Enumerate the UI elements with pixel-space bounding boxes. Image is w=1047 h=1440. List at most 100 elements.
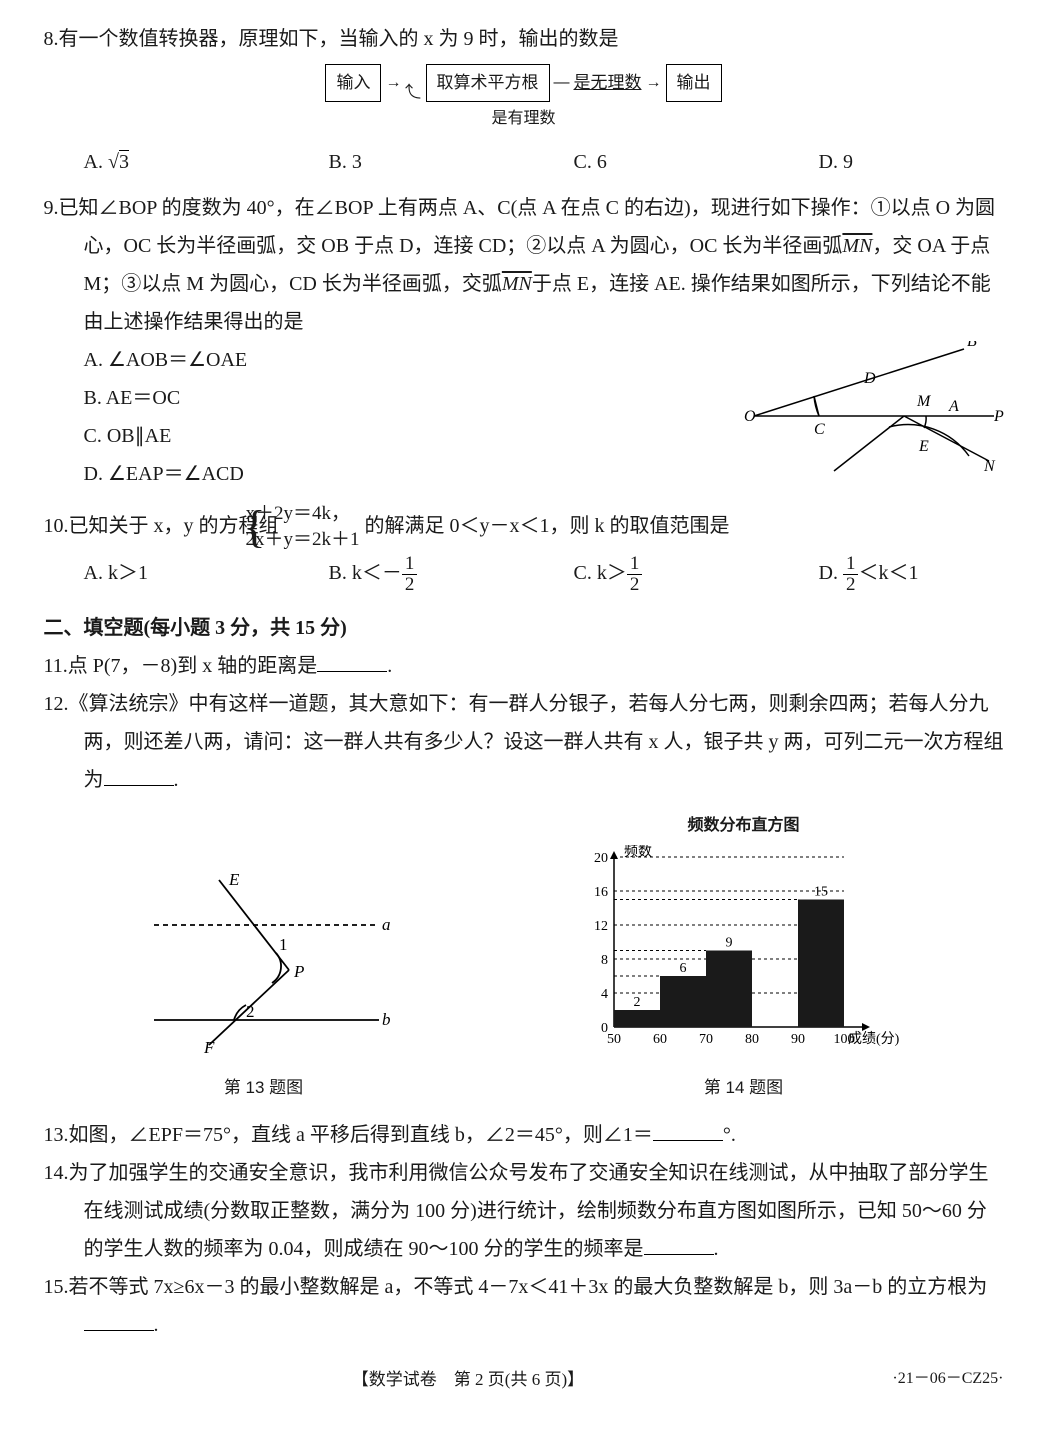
q8-opt-b: B. 3 — [329, 143, 514, 181]
svg-text:C: C — [814, 421, 825, 438]
blank-field[interactable] — [104, 765, 174, 786]
q11-num: 11. — [44, 655, 68, 677]
q15-num: 15. — [44, 1276, 69, 1298]
svg-text:a: a — [382, 915, 391, 934]
q9-stem: 9.已知∠BOP 的度数为 40°，在∠BOP 上有两点 A、C(点 A 在点 … — [84, 189, 1004, 341]
arc-mn: MN — [842, 235, 872, 257]
q8-opt-c: C. 6 — [574, 143, 759, 181]
svg-text:P: P — [993, 408, 1004, 425]
q10-eq1: x＋2y＝4k， — [286, 501, 360, 528]
q10-opt-a: A. k＞1 — [84, 554, 269, 595]
question-9: 9.已知∠BOP 的度数为 40°，在∠BOP 上有两点 A、C(点 A 在点 … — [44, 189, 1004, 493]
q10-stem: 10.已知关于 x，y 的方程组 { x＋2y＝4k， 2x＋y＝2k＋1 的解… — [84, 501, 1004, 554]
svg-text:20: 20 — [594, 851, 608, 866]
question-13: 13.如图，∠EPF＝75°，直线 a 平移后得到直线 b，∠2＝45°，则∠1… — [84, 1116, 1004, 1154]
q10-opt-d: D. 12＜k＜1 — [819, 554, 1004, 595]
svg-text:1: 1 — [279, 935, 288, 954]
svg-text:6: 6 — [679, 961, 686, 976]
arrow-icon: — — [554, 68, 570, 98]
question-11: 11.点 P(7，－8)到 x 轴的距离是. — [84, 647, 1004, 685]
q10-eq2: 2x＋y＝2k＋1 — [286, 527, 360, 554]
svg-text:D: D — [863, 370, 876, 387]
arrow-icon: → — [646, 68, 662, 98]
arc-mn: MN — [502, 273, 532, 295]
q9-figure: O B D C M A P E N — [744, 341, 1004, 481]
page-footer: 【数学试卷 第 2 页(共 6 页)】 ·21－06－CZ25· — [44, 1364, 1004, 1396]
svg-text:15: 15 — [814, 885, 828, 900]
flow-input-box: 输入 — [325, 64, 381, 102]
svg-text:70: 70 — [699, 1032, 713, 1047]
question-14: 14.为了加强学生的交通安全意识，我市利用微信公众号发布了交通安全知识在线测试，… — [84, 1154, 1004, 1268]
svg-text:P: P — [293, 962, 304, 981]
blank-field[interactable] — [317, 651, 387, 672]
q12-text: 《算法统宗》中有这样一道题，其大意如下：有一群人分银子，若每人分七两，则剩余四两… — [69, 693, 1004, 791]
svg-text:E: E — [918, 438, 929, 455]
q13-num: 13. — [44, 1124, 69, 1146]
q14-chart-block: 频数分布直方图 048121620269155060708090100频数成绩(… — [574, 811, 914, 1105]
arrow-back-icon: ⤴ — [405, 78, 421, 108]
question-10: 10.已知关于 x，y 的方程组 { x＋2y＝4k， 2x＋y＝2k＋1 的解… — [44, 501, 1004, 595]
question-12: 12.《算法统宗》中有这样一道题，其大意如下：有一群人分银子，若每人分七两，则剩… — [84, 685, 1004, 799]
q9-num: 9. — [44, 197, 59, 219]
footer-main: 【数学试卷 第 2 页(共 6 页)】 — [352, 1370, 584, 1389]
svg-text:2: 2 — [246, 1002, 255, 1021]
q8-stem: 8.有一个数值转换器，原理如下，当输入的 x 为 9 时，输出的数是 — [84, 20, 1004, 58]
q10-opt-b: B. k＜－12 — [329, 554, 514, 595]
svg-text:E: E — [228, 870, 240, 889]
svg-text:8: 8 — [601, 953, 608, 968]
q12-num: 12. — [44, 693, 69, 715]
svg-text:成绩(分): 成绩(分) — [848, 1031, 900, 1047]
svg-text:N: N — [983, 458, 996, 475]
q14-caption: 第 14 题图 — [574, 1072, 914, 1104]
svg-text:9: 9 — [725, 936, 732, 951]
blank-field[interactable] — [644, 1234, 714, 1255]
svg-text:A: A — [948, 398, 959, 415]
svg-text:4: 4 — [601, 987, 608, 1002]
q14-histogram: 048121620269155060708090100频数成绩(分) — [574, 845, 914, 1055]
q11-text: 点 P(7，－8)到 x 轴的距离是 — [68, 655, 317, 677]
q10-opt-c: C. k＞12 — [574, 554, 759, 595]
svg-text:b: b — [382, 1010, 391, 1029]
svg-text:50: 50 — [607, 1032, 621, 1047]
blank-field[interactable] — [653, 1120, 723, 1141]
svg-text:60: 60 — [653, 1032, 667, 1047]
flow-cond1: 是无理数 — [574, 67, 642, 99]
svg-text:12: 12 — [594, 919, 608, 934]
q13-figure: E P F a b 1 2 — [134, 865, 394, 1055]
q10-options: A. k＞1 B. k＜－12 C. k＞12 D. 12＜k＜1 — [84, 554, 1004, 595]
q8-options: A. √3 B. 3 C. 6 D. 9 — [84, 143, 1004, 181]
footer-code: ·21－06－CZ25· — [892, 1364, 1003, 1394]
q14-text: 为了加强学生的交通安全意识，我市利用微信公众号发布了交通安全知识在线测试，从中抽… — [69, 1162, 989, 1260]
svg-text:频数: 频数 — [624, 845, 652, 860]
svg-text:16: 16 — [594, 885, 608, 900]
q10-post: 的解满足 0＜y－x＜1，则 k 的取值范围是 — [365, 515, 730, 537]
q8-opt-a: A. √3 — [84, 143, 269, 181]
flow-op-box: 取算术平方根 — [426, 64, 550, 102]
q8-opt-d: D. 9 — [819, 143, 1004, 181]
figures-row: E P F a b 1 2 第 13 题图 频数分布直方图 0481216202… — [44, 811, 1004, 1105]
q8-text: 有一个数值转换器，原理如下，当输入的 x 为 9 时，输出的数是 — [59, 28, 619, 50]
svg-text:O: O — [744, 408, 756, 425]
svg-text:80: 80 — [745, 1032, 759, 1047]
q8-num: 8. — [44, 28, 59, 50]
question-8: 8.有一个数值转换器，原理如下，当输入的 x 为 9 时，输出的数是 输入 → … — [44, 20, 1004, 181]
flow-output-box: 输出 — [666, 64, 722, 102]
q10-num: 10. — [44, 515, 69, 537]
svg-text:90: 90 — [791, 1032, 805, 1047]
q13-figure-block: E P F a b 1 2 第 13 题图 — [134, 865, 394, 1104]
section-2-heading: 二、填空题(每小题 3 分，共 15 分) — [44, 609, 1004, 647]
q13-text: 如图，∠EPF＝75°，直线 a 平移后得到直线 b，∠2＝45°，则∠1＝ — [69, 1124, 653, 1146]
q14-num: 14. — [44, 1162, 69, 1184]
q10-system: { x＋2y＝4k， 2x＋y＝2k＋1 — [284, 501, 360, 554]
flow-cond2: 是有理数 — [44, 104, 1004, 134]
svg-text:B: B — [967, 341, 977, 350]
svg-text:F: F — [203, 1038, 215, 1055]
blank-field[interactable] — [84, 1310, 154, 1331]
q8-flowchart: 输入 → ⤴ 取算术平方根 — 是无理数 → 输出 — [44, 64, 1004, 102]
q13-caption: 第 13 题图 — [134, 1072, 394, 1104]
q15-text: 若不等式 7x≥6x－3 的最小整数解是 a，不等式 4－7x＜41＋3x 的最… — [69, 1276, 988, 1298]
question-15: 15.若不等式 7x≥6x－3 的最小整数解是 a，不等式 4－7x＜41＋3x… — [84, 1268, 1004, 1344]
chart-title: 频数分布直方图 — [574, 811, 914, 841]
svg-text:M: M — [916, 393, 932, 410]
arrow-icon: → — [385, 68, 401, 98]
